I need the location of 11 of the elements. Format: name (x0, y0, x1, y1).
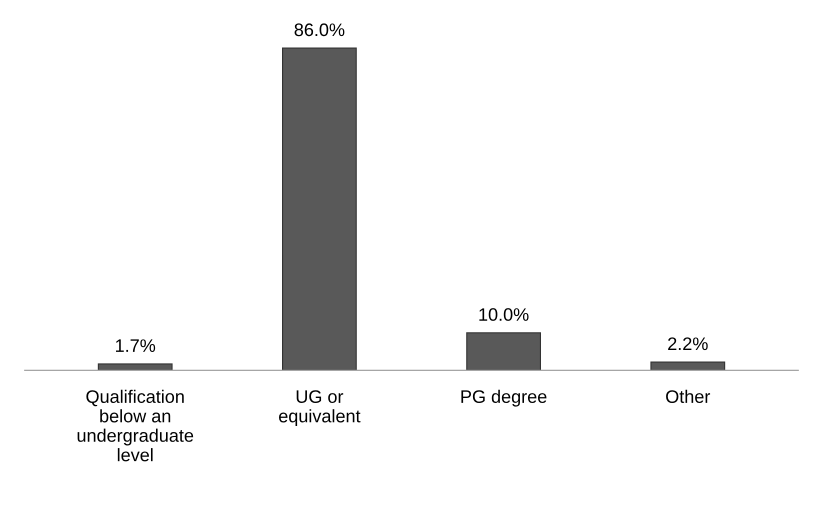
data-label: 1.7% (116, 339, 156, 352)
x-tick-label: PG degree (461, 390, 546, 407)
bar (466, 332, 541, 370)
data-label: 86.0% (294, 23, 344, 36)
bar (650, 362, 726, 370)
x-tick-label: UG or equivalent (279, 390, 360, 426)
bar (282, 48, 357, 370)
x-tick-label: Other (666, 390, 710, 404)
data-label: 10.0% (479, 308, 529, 321)
data-label: 2.2% (668, 337, 708, 350)
x-tick-label: Qualification below an undergraduate level (78, 390, 194, 462)
